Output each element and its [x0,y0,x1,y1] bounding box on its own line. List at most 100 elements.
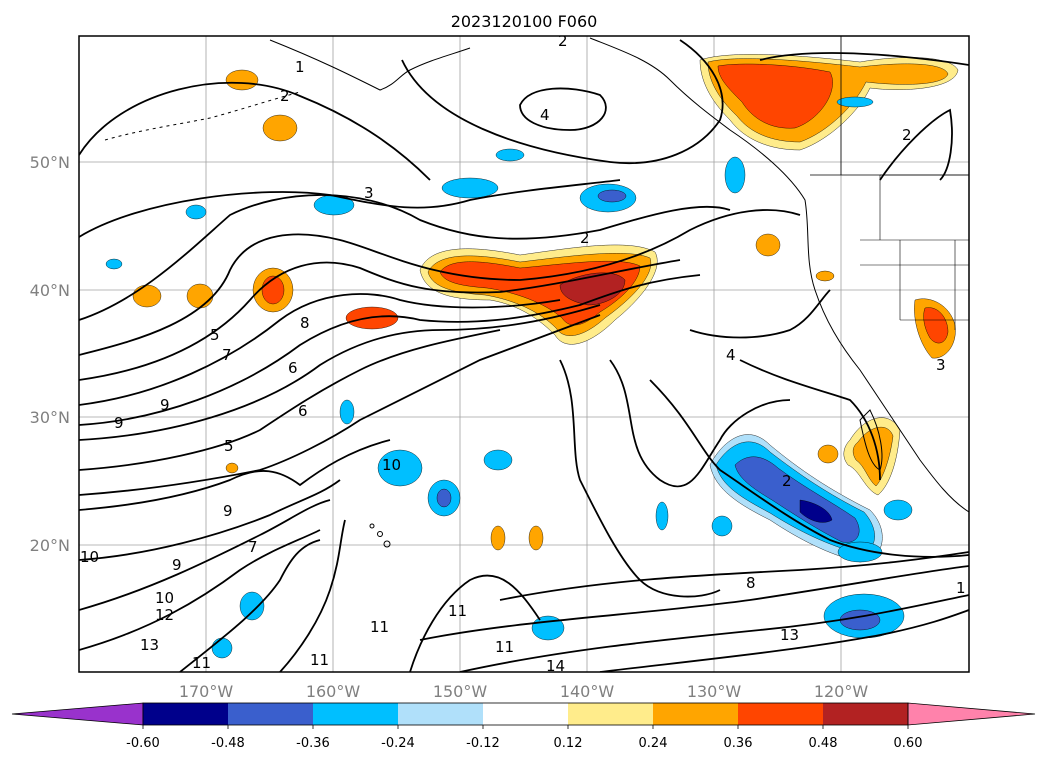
contour-line [79,499,331,611]
lon-label: 140°W [560,682,615,701]
contour-label: 10 [382,456,401,474]
contour-label: 5 [224,437,234,455]
contour-line [649,379,969,558]
contour-line [79,81,431,181]
negative-anomaly-region [495,148,525,162]
contour-line [79,179,621,238]
contour-label: 9 [160,396,170,414]
negative-anomaly-region [883,499,913,521]
contour-label: 3 [936,356,946,374]
contour-label: 10 [80,548,99,566]
aleutian-chain [104,91,301,141]
lon-label: 120°W [814,682,869,701]
lat-label: 50°N [30,153,70,172]
contour-label: 2 [580,229,590,247]
negative-anomaly-region [839,609,881,631]
colorbar-extend-max [907,702,1036,726]
contour-line [79,329,501,471]
contour-label: 7 [248,538,258,556]
contour-label: 3 [364,184,374,202]
lon-label: 170°W [179,682,234,701]
contour-lines [79,39,969,672]
contour-line [179,539,321,672]
colorbar-extend-min [11,702,144,726]
contour-line [79,529,321,651]
contour-label: 9 [223,502,233,520]
colorbar-segment [398,703,483,725]
contour-label: 2 [558,32,568,50]
negative-anomaly-region [185,204,207,220]
colorbar-outline [142,702,909,726]
colorbar-segment [313,703,398,725]
map-background [79,36,969,672]
colorbar-tick-label: 0.48 [809,736,838,751]
west-coast [589,37,969,513]
contour-line [79,304,601,441]
colorbar-tick-label: 0.12 [554,736,583,751]
negative-anomaly-region [836,96,874,108]
colorbar-segment [483,703,568,725]
colorbar-tick-label: -0.60 [126,736,160,751]
negative-anomaly-region [711,515,733,537]
contour-line [79,259,681,381]
negative-anomaly-region [597,189,627,203]
colorbar-segment [568,703,653,725]
contour-labels: 1 2 2 2 2 2 3 4 4 5 5 6 6 7 7 8 8 9 9 9 [80,32,966,672]
contour-line [79,209,801,356]
contour-label: 12 [155,606,174,624]
contour-label: 4 [726,346,736,364]
negative-anomaly-region [655,501,669,531]
positive-anomaly-region [132,284,162,308]
contour-label: 11 [448,602,467,620]
contour-label: 8 [746,574,756,592]
contour-label: 11 [310,651,329,669]
hawaii-islands [369,523,375,529]
contour-label: 4 [540,106,550,124]
colorbar-segment [823,703,908,725]
positive-anomaly-region [528,525,544,551]
lon-label: 150°W [433,682,488,701]
positive-anomaly-region [186,283,214,309]
colorbar-segment [653,703,738,725]
contour-line [79,274,701,426]
gridlines [79,36,969,672]
contour-label: 11 [495,638,514,656]
contour-label: 6 [288,359,298,377]
positive-anomaly-region [923,307,949,344]
contour-line [599,609,969,672]
contour-label: 1 [956,579,966,597]
contour-label: 1 [295,58,305,76]
contour-label: 7 [222,346,232,364]
negative-anomaly-region [436,488,452,508]
positive-anomaly-region [559,272,626,306]
colorbar-tick-label: -0.36 [296,736,330,751]
colorbar-tick-label: 0.36 [724,736,753,751]
map-frame [78,35,970,673]
contour-line [79,314,601,496]
lon-label: 130°W [687,682,742,701]
colorbar-tick-label: -0.48 [211,736,245,751]
longitude-labels: 170°W 160°W 150°W 140°W 130°W 120°W [179,682,869,701]
positive-anomaly-region [262,114,298,142]
contour-line [879,108,953,181]
contour-line [689,289,831,339]
colorbar-tick-label: 0.60 [894,736,923,751]
positive-anomaly-region [815,270,835,282]
contour-line [739,359,881,481]
lat-label: 20°N [30,536,70,555]
lon-label: 160°W [306,682,361,701]
contour-label: 13 [140,636,159,654]
latitude-labels: 50°N 40°N 30°N 20°N [30,153,70,555]
hawaii-islands [377,531,383,537]
contour-label: 9 [172,556,182,574]
contour-label: 9 [114,414,124,432]
contour-line [559,359,721,598]
contour-label: 2 [902,126,912,144]
contour-line [79,293,561,406]
contour-label: 10 [155,589,174,607]
lat-label: 30°N [30,408,70,427]
hawaii-islands [383,540,391,548]
contour-line [759,52,969,66]
contour-label: 2 [782,472,792,490]
